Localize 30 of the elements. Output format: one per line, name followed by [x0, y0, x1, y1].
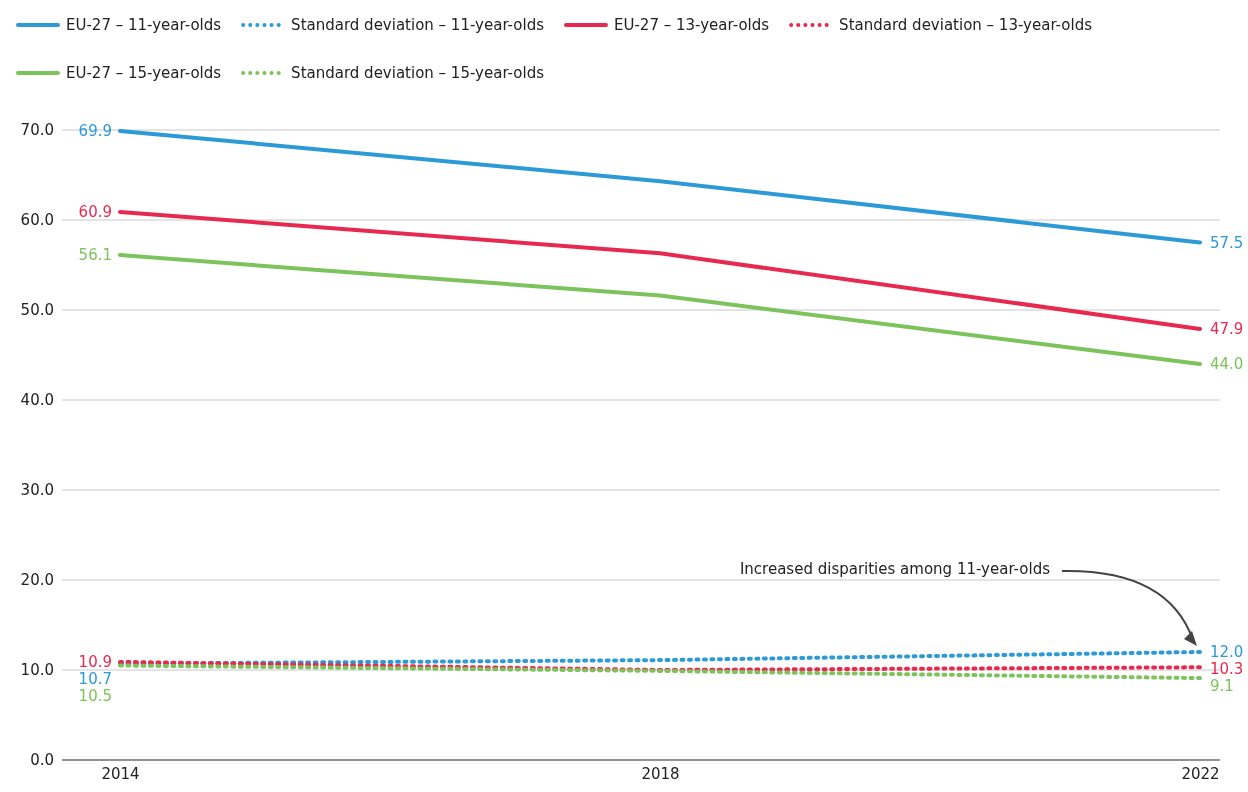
y-tick-label: 0.0 — [30, 751, 54, 770]
data-label: 60.9 — [78, 203, 112, 222]
data-label: 69.9 — [78, 122, 112, 141]
legend-label: EU-27 – 13-year-olds — [614, 16, 770, 35]
y-tick-label: 60.0 — [20, 211, 54, 230]
x-tick-label: 2014 — [101, 764, 140, 783]
data-label: 10.7 — [78, 670, 112, 689]
annotation: Increased disparities among 11-year-olds — [739, 560, 1051, 579]
y-tick-label: 30.0 — [20, 481, 54, 500]
data-label: 57.5 — [1210, 233, 1244, 252]
data-label: 10.3 — [1210, 660, 1244, 679]
legend-label: Standard deviation – 11-year-olds — [291, 16, 545, 35]
data-label: 47.9 — [1210, 320, 1244, 339]
legend-label: Standard deviation – 13-year-olds — [839, 16, 1093, 35]
legend-label: EU-27 – 11-year-olds — [66, 16, 222, 35]
y-tick-label: 40.0 — [20, 391, 54, 410]
data-label: 9.1 — [1210, 677, 1234, 696]
x-tick-label: 2022 — [1181, 764, 1220, 783]
legend-label: EU-27 – 15-year-olds — [66, 64, 222, 83]
y-tick-label: 50.0 — [20, 301, 54, 320]
y-tick-label: 70.0 — [20, 121, 54, 140]
x-tick-label: 2018 — [641, 764, 680, 783]
y-tick-label: 20.0 — [20, 571, 54, 590]
data-label: 44.0 — [1210, 355, 1244, 374]
y-tick-label: 10.0 — [20, 661, 54, 680]
data-label: 12.0 — [1210, 643, 1244, 662]
data-label: 10.9 — [78, 653, 112, 672]
data-label: 10.5 — [78, 687, 112, 706]
legend-label: Standard deviation – 15-year-olds — [291, 64, 545, 83]
data-label: 56.1 — [78, 246, 112, 265]
